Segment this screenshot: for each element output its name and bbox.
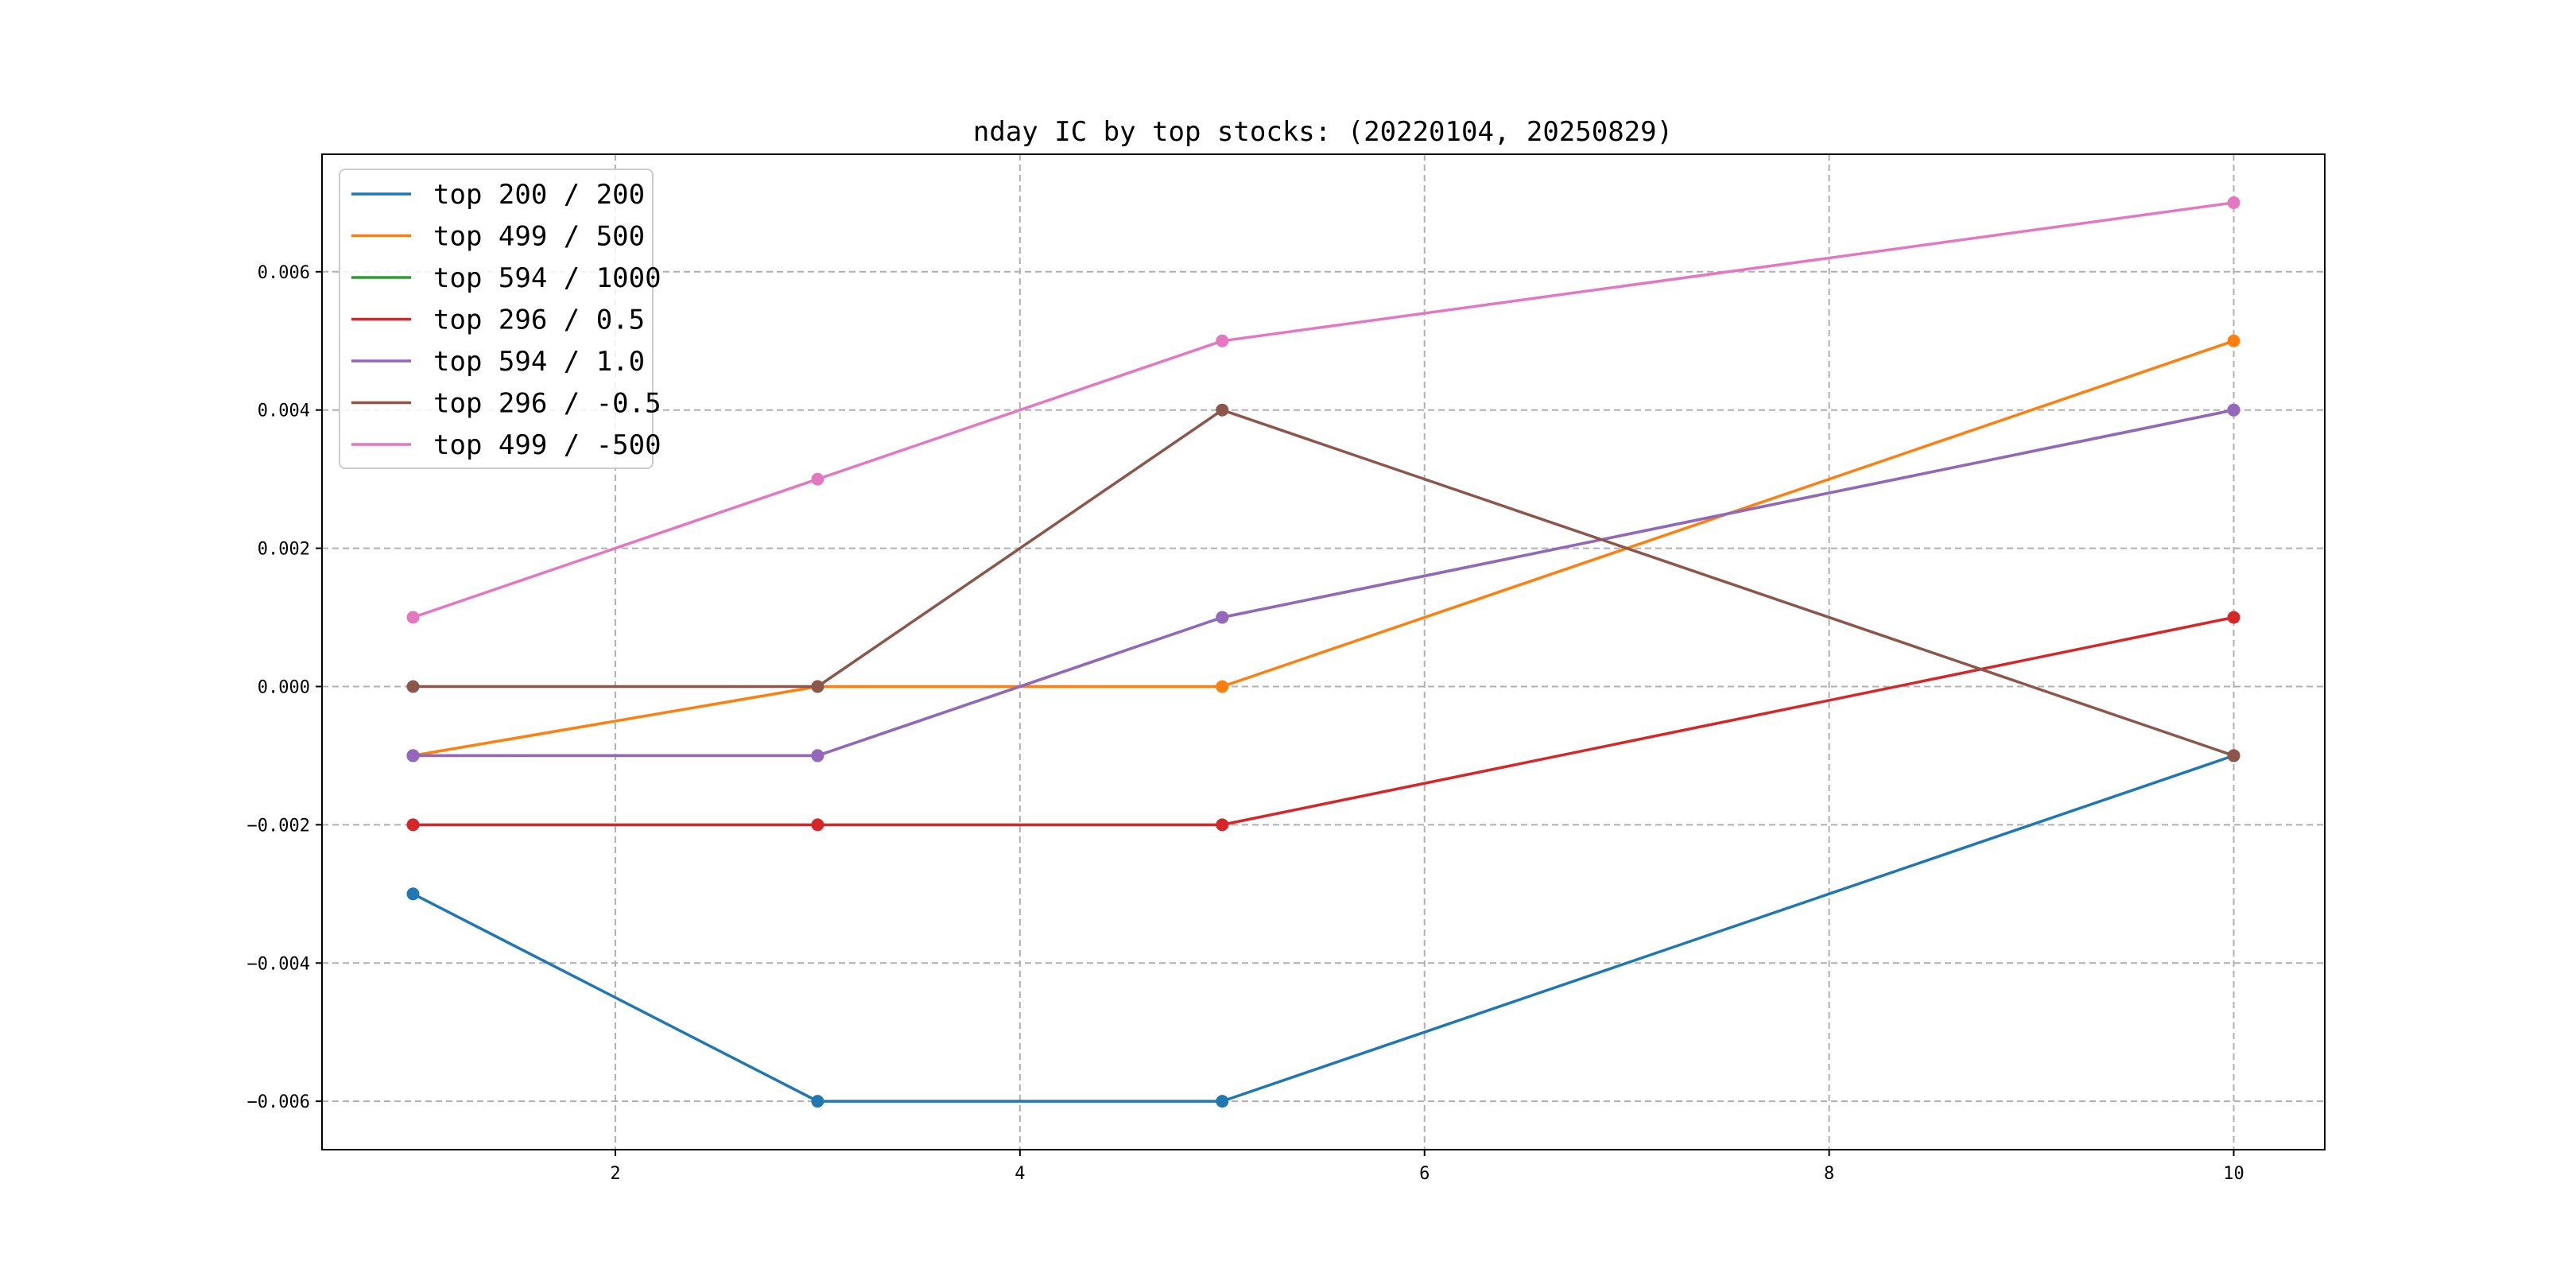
data-point: [2227, 749, 2240, 762]
data-point: [811, 1095, 824, 1108]
y-tick-label: −0.006: [247, 1092, 310, 1112]
x-tick-label: 10: [2223, 1164, 2244, 1184]
data-point: [2227, 403, 2240, 417]
data-point: [406, 680, 420, 693]
legend-label: top 296 / -0.5: [433, 388, 661, 420]
series-line: [412, 754, 2235, 1103]
y-tick-label: −0.004: [247, 954, 310, 974]
legend-label: top 200 / 200: [433, 179, 645, 211]
chart-title: nday IC by top stocks: (20220104, 202508…: [973, 116, 1673, 148]
series-line: [413, 615, 2234, 827]
data-point: [1216, 818, 1229, 832]
y-tick-label: 0.002: [258, 540, 310, 560]
data-point: [406, 818, 420, 832]
legend: top 200 / 200 top 499 / 500 top 594 / 1000…: [339, 169, 661, 469]
data-point: [1216, 1095, 1229, 1108]
data-point: [811, 749, 824, 762]
data-point: [2227, 196, 2240, 209]
data-point: [1216, 680, 1229, 693]
legend-label: top 296 / 0.5: [433, 305, 645, 336]
legend-label: top 499 / -500: [433, 429, 661, 461]
x-tick-label: 2: [610, 1164, 620, 1184]
series-6: [406, 196, 2240, 624]
series-4: [406, 403, 2240, 762]
data-point: [1216, 611, 1229, 624]
series-5: [406, 403, 2240, 762]
axis-ticks: 2 4 6 8 10 −0.006 −0.004 −0.002 0.000 0.002 0.004 0…: [247, 263, 2244, 1184]
legend-label: top 594 / 1.0: [433, 346, 645, 378]
data-point: [2227, 611, 2240, 624]
y-tick-label: −0.002: [247, 816, 310, 836]
y-tick-label: 0.000: [258, 677, 310, 697]
series-group: [406, 196, 2240, 1108]
data-point: [406, 749, 420, 762]
legend-label: top 594 / 1000: [433, 262, 661, 294]
data-point: [811, 680, 824, 693]
data-point: [811, 472, 824, 486]
plot-area-frame: [321, 153, 2326, 1150]
series-3: [406, 611, 2240, 832]
x-tick-label: 6: [1419, 1164, 1430, 1184]
y-tick-label: 0.006: [258, 263, 310, 283]
data-point: [811, 818, 824, 832]
series-line: [413, 408, 2235, 758]
y-tick-label: 0.004: [258, 402, 310, 421]
data-point: [1216, 403, 1229, 417]
series-line: [413, 408, 2234, 758]
legend-box: [339, 169, 654, 469]
legend-label: top 499 / 500: [433, 221, 645, 253]
data-point: [2227, 334, 2240, 347]
x-tick-label: 4: [1014, 1164, 1025, 1184]
series-line: [412, 201, 2234, 619]
data-point: [406, 611, 420, 624]
x-tick-label: 8: [1824, 1164, 1834, 1184]
data-point: [406, 887, 420, 901]
data-point: [1216, 334, 1229, 347]
